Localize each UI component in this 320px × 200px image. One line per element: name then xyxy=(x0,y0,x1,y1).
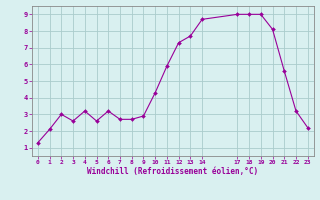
X-axis label: Windchill (Refroidissement éolien,°C): Windchill (Refroidissement éolien,°C) xyxy=(87,167,258,176)
